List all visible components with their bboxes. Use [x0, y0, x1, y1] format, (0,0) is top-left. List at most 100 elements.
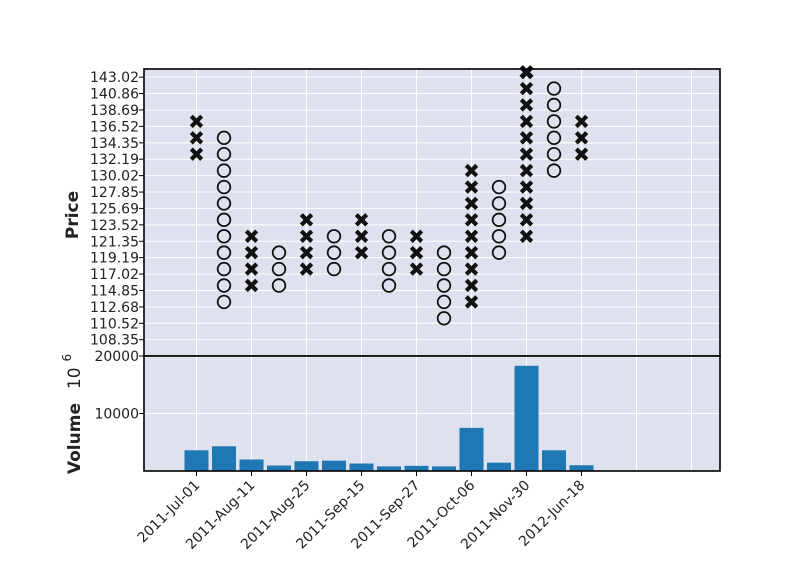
x-mark	[354, 245, 369, 260]
price-y-tick-label: 110.52	[90, 316, 139, 332]
price-y-tick-label: 136.52	[90, 119, 139, 135]
o-mark	[216, 130, 232, 146]
x-mark	[574, 114, 589, 129]
x-mark	[464, 180, 479, 194]
o-mark	[271, 278, 287, 293]
volume-bar	[294, 461, 319, 471]
volume-bar	[322, 460, 346, 471]
volume-bars	[184, 365, 594, 471]
volume-bar	[404, 465, 429, 471]
price-y-tick-label: 134.35	[90, 136, 139, 152]
price-y-tick-label: 117.02	[90, 267, 139, 283]
pnf-column-x	[464, 163, 479, 309]
x-mark	[519, 81, 534, 96]
x-mark	[189, 114, 204, 129]
pnf-column-o	[271, 245, 287, 293]
x-mark	[519, 180, 534, 194]
x-mark	[464, 196, 479, 211]
volume-bar	[184, 450, 209, 471]
x-mark	[464, 262, 479, 276]
price-y-tick-label: 108.35	[90, 333, 139, 349]
price-y-tick-label: 130.02	[90, 169, 139, 185]
price-y-tick-label: 114.85	[90, 283, 139, 299]
pnf-column-o	[326, 229, 342, 277]
x-tick-labels: 2011-Jul-012011-Aug-112011-Aug-252011-Se…	[135, 471, 588, 553]
x-mark	[519, 213, 534, 227]
o-mark	[491, 212, 507, 228]
x-mark	[464, 163, 479, 178]
pnf-column-o	[546, 81, 562, 178]
o-mark	[546, 114, 562, 129]
x-mark	[464, 229, 479, 243]
o-mark	[216, 212, 232, 228]
o-mark	[216, 229, 232, 244]
o-mark	[326, 261, 342, 277]
x-mark	[354, 229, 369, 243]
volume-y-tick-label: 20000	[94, 349, 139, 365]
o-mark	[326, 229, 342, 244]
x-mark	[519, 163, 534, 178]
volume-bar	[377, 466, 401, 471]
pnf-column-x	[574, 114, 589, 161]
o-mark	[546, 146, 562, 162]
x-mark	[244, 229, 259, 243]
x-mark	[244, 262, 259, 276]
volume-axis-label-exponent: 6	[60, 354, 74, 362]
x-mark	[189, 147, 204, 161]
price-y-tick-label: 127.85	[90, 185, 139, 201]
x-mark	[409, 262, 424, 276]
o-mark	[546, 130, 562, 146]
x-mark	[519, 114, 534, 129]
x-mark	[574, 131, 589, 145]
volume-axis-label-multiplier: 10	[65, 367, 85, 389]
o-mark	[491, 229, 507, 244]
x-mark	[519, 196, 534, 211]
o-mark	[436, 278, 452, 293]
price-y-tick-label: 143.02	[90, 70, 139, 86]
price-y-tick-label: 140.86	[90, 87, 139, 103]
volume-bar	[542, 450, 566, 471]
pnf-column-o	[491, 179, 507, 260]
price-y-tick-label: 138.69	[90, 103, 139, 119]
x-mark	[299, 262, 314, 276]
x-mark	[409, 229, 424, 243]
o-mark	[436, 311, 452, 326]
price-gridlines	[144, 69, 720, 356]
volume-axis-label-text: Volume	[65, 403, 85, 474]
x-mark	[464, 245, 479, 260]
o-mark	[216, 146, 232, 162]
x-mark	[464, 295, 479, 309]
o-mark	[381, 245, 397, 260]
pnf-column-x	[409, 229, 424, 276]
x-mark	[519, 131, 534, 145]
volume-bar	[212, 446, 236, 471]
volume-bar	[239, 459, 264, 471]
x-mark	[574, 147, 589, 161]
x-mark	[354, 213, 369, 227]
x-mark	[244, 245, 259, 260]
o-mark	[271, 261, 287, 277]
o-mark	[326, 245, 342, 260]
o-mark	[436, 261, 452, 277]
o-mark	[216, 179, 232, 195]
o-mark	[216, 278, 232, 293]
o-mark	[381, 278, 397, 293]
pnf-column-o	[436, 245, 452, 326]
volume-bar	[432, 466, 456, 471]
o-mark	[216, 294, 232, 310]
x-mark	[464, 278, 479, 293]
o-mark	[216, 261, 232, 277]
price-y-tick-label: 125.69	[90, 201, 139, 217]
x-mark	[519, 229, 534, 243]
volume-axis-label: Volume 10 6	[60, 354, 85, 474]
pnf-column-o	[216, 130, 232, 310]
o-mark	[491, 245, 507, 260]
o-mark	[216, 196, 232, 211]
x-mark	[409, 245, 424, 260]
volume-bar	[267, 465, 291, 471]
volume-bar	[569, 465, 594, 471]
o-mark	[216, 163, 232, 178]
o-mark	[271, 245, 287, 260]
x-mark	[299, 213, 314, 227]
